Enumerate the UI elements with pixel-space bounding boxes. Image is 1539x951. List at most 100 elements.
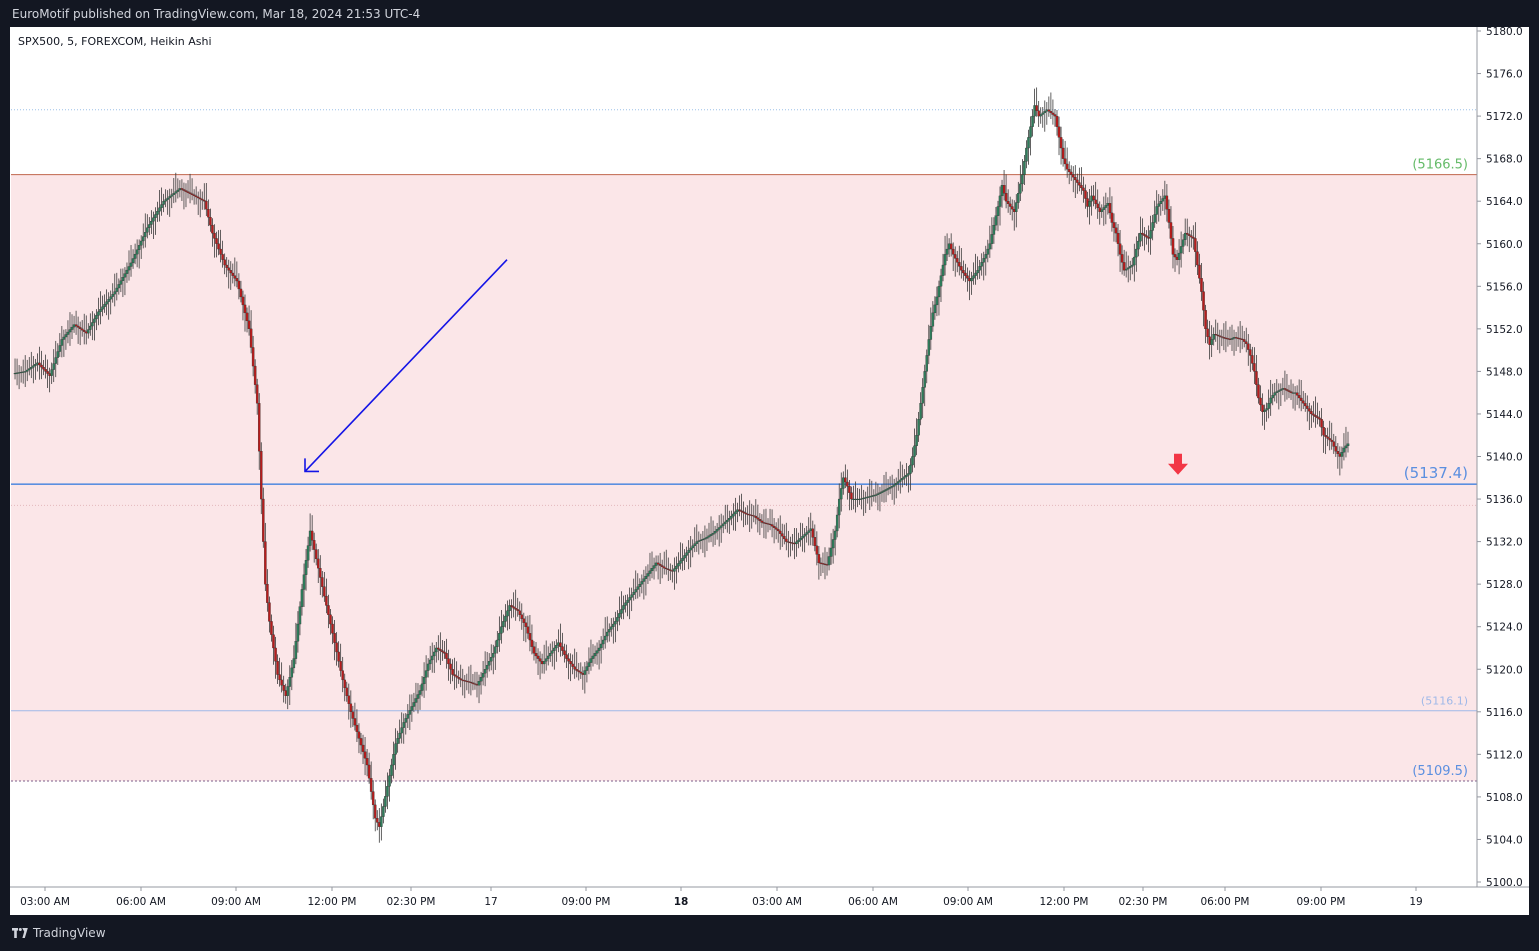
candle[interactable] <box>616 610 619 632</box>
candle[interactable] <box>917 411 920 442</box>
candle[interactable] <box>113 273 117 307</box>
candle[interactable] <box>1010 199 1014 221</box>
candle[interactable] <box>1253 347 1256 384</box>
candle[interactable] <box>359 732 363 755</box>
candle[interactable] <box>1059 126 1063 165</box>
candle[interactable] <box>728 510 731 534</box>
candle[interactable] <box>182 182 186 210</box>
candle[interactable] <box>549 643 552 662</box>
candle[interactable] <box>127 250 131 281</box>
candle[interactable] <box>260 442 263 515</box>
candle[interactable] <box>386 772 389 810</box>
candle[interactable] <box>1277 383 1281 410</box>
candle[interactable] <box>1306 395 1309 422</box>
candle[interactable] <box>894 477 898 499</box>
candle[interactable] <box>46 359 49 388</box>
candle[interactable] <box>605 616 609 643</box>
candle[interactable] <box>795 528 798 557</box>
candle[interactable] <box>1249 343 1252 372</box>
candle[interactable] <box>1002 170 1006 201</box>
candle[interactable] <box>648 552 652 581</box>
candle[interactable] <box>1285 374 1289 400</box>
candle[interactable] <box>555 639 558 662</box>
candle[interactable] <box>148 217 151 236</box>
candle[interactable] <box>166 190 169 215</box>
candle[interactable] <box>1151 214 1154 241</box>
candle[interactable] <box>772 518 776 544</box>
candle[interactable] <box>1155 190 1158 224</box>
candle[interactable] <box>805 525 808 543</box>
candle[interactable] <box>652 557 656 580</box>
candle[interactable] <box>1308 402 1311 431</box>
candle[interactable] <box>213 224 216 258</box>
candle[interactable] <box>953 246 957 277</box>
candle[interactable] <box>133 243 137 265</box>
candle[interactable] <box>846 469 849 500</box>
candle[interactable] <box>394 728 397 770</box>
candle[interactable] <box>744 507 747 526</box>
candle[interactable] <box>618 596 621 626</box>
candle[interactable] <box>660 559 664 579</box>
candle[interactable] <box>201 191 204 210</box>
candle[interactable] <box>683 549 686 571</box>
candle[interactable] <box>91 311 94 341</box>
candle[interactable] <box>1017 181 1020 209</box>
candle[interactable] <box>1244 327 1248 353</box>
candle[interactable] <box>510 599 513 619</box>
candle[interactable] <box>1322 420 1325 453</box>
candle[interactable] <box>483 651 487 687</box>
candle[interactable] <box>1196 241 1199 276</box>
candle[interactable] <box>357 723 361 754</box>
candle[interactable] <box>1165 184 1169 222</box>
candle[interactable] <box>396 730 399 753</box>
candle[interactable] <box>842 471 845 495</box>
candle[interactable] <box>402 713 405 744</box>
candle[interactable] <box>577 662 580 681</box>
candle[interactable] <box>154 207 157 235</box>
candle[interactable] <box>927 324 931 365</box>
candle[interactable] <box>620 591 623 620</box>
candle[interactable] <box>713 525 717 546</box>
candle[interactable] <box>406 704 410 729</box>
candle[interactable] <box>835 506 839 538</box>
candle[interactable] <box>1131 257 1134 275</box>
candle[interactable] <box>257 393 261 470</box>
candle[interactable] <box>146 214 149 239</box>
candle[interactable] <box>264 522 267 591</box>
candle[interactable] <box>1124 251 1128 278</box>
candle[interactable] <box>459 664 462 688</box>
candle[interactable] <box>1120 245 1124 275</box>
candle[interactable] <box>982 251 985 281</box>
candle[interactable] <box>532 641 536 661</box>
candle[interactable] <box>546 646 550 666</box>
candle[interactable] <box>665 549 668 575</box>
candle[interactable] <box>1287 384 1291 399</box>
candle[interactable] <box>1084 184 1087 209</box>
candle[interactable] <box>591 644 595 667</box>
candle[interactable] <box>1167 199 1171 229</box>
candle[interactable] <box>1039 107 1042 124</box>
candle[interactable] <box>597 640 601 670</box>
candle[interactable] <box>1100 204 1104 218</box>
candle[interactable] <box>921 378 924 419</box>
candle[interactable] <box>384 780 387 813</box>
candle[interactable] <box>471 674 475 691</box>
candle[interactable] <box>115 272 119 301</box>
candle[interactable] <box>1192 225 1195 250</box>
candle[interactable] <box>371 780 375 820</box>
candle[interactable] <box>426 658 430 678</box>
candle[interactable] <box>82 313 86 345</box>
candle[interactable] <box>416 683 420 714</box>
candle[interactable] <box>1340 446 1344 469</box>
candle[interactable] <box>233 257 237 287</box>
candle[interactable] <box>583 662 587 694</box>
candle[interactable] <box>689 536 692 568</box>
candle[interactable] <box>337 641 340 668</box>
candle[interactable] <box>614 611 617 643</box>
candle[interactable] <box>1082 176 1085 203</box>
candle[interactable] <box>679 542 682 570</box>
candle[interactable] <box>1116 223 1120 257</box>
candle[interactable] <box>278 657 281 687</box>
candle[interactable] <box>500 610 503 644</box>
candle[interactable] <box>695 524 699 552</box>
